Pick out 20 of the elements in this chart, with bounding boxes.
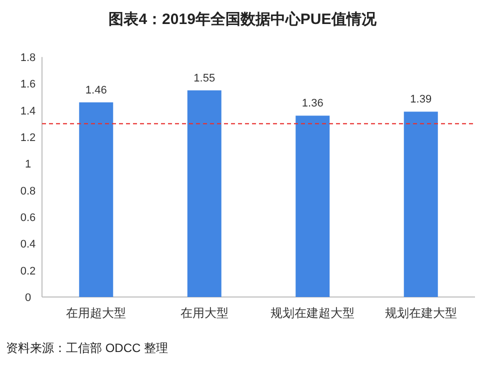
y-tick-label: 0: [24, 292, 32, 304]
y-tick-label: 1: [24, 158, 32, 171]
text: 资料来源：工信部 ODCC 整理: [6, 341, 168, 355]
y-tick-label: 1.4: [20, 105, 36, 118]
y-tick-label: 0.8: [20, 185, 36, 198]
x-tick-label: 规划在建大型: [384, 306, 457, 320]
y-tick-label: 0.2: [20, 265, 36, 278]
data-label: 1.55: [194, 72, 216, 84]
y-tick-label: 0.4: [20, 238, 36, 251]
data-label: 1.39: [410, 94, 432, 106]
x-tick-label: 规划在建超大型: [270, 306, 355, 320]
y-tick-label: 0.6: [20, 212, 36, 224]
data-label: 1.36: [302, 98, 324, 110]
chart-title: 图表4：2019年全国数据中心PUE值情况: [108, 10, 378, 28]
y-tick-label: 1.6: [20, 78, 36, 91]
y-tick-label: 1.2: [20, 132, 36, 144]
data-label: 1.46: [85, 84, 107, 96]
x-tick-label: 在用超大型: [66, 306, 126, 320]
x-tick-label: 在用大型: [180, 306, 228, 320]
y-tick-label: 1.8: [20, 52, 36, 64]
